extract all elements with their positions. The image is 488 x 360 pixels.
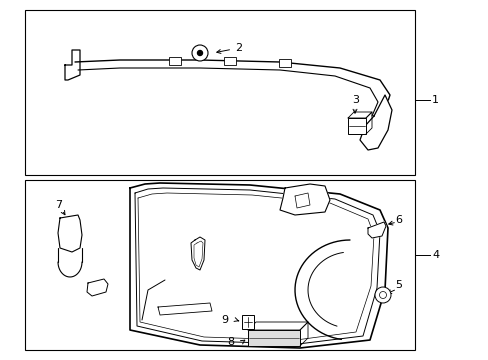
Circle shape bbox=[374, 287, 390, 303]
Text: 1: 1 bbox=[431, 95, 438, 105]
Polygon shape bbox=[58, 215, 82, 252]
Bar bbox=[169, 57, 181, 65]
Polygon shape bbox=[367, 222, 385, 238]
Text: 2: 2 bbox=[216, 43, 242, 53]
Text: 6: 6 bbox=[394, 215, 401, 225]
Bar bbox=[279, 59, 290, 67]
Text: 8: 8 bbox=[226, 337, 234, 347]
Text: 3: 3 bbox=[351, 95, 358, 105]
Bar bbox=[25, 180, 414, 350]
Bar bbox=[247, 330, 299, 346]
Polygon shape bbox=[359, 95, 391, 150]
Text: 7: 7 bbox=[55, 200, 62, 210]
Circle shape bbox=[379, 292, 386, 298]
Bar bbox=[224, 57, 236, 65]
Circle shape bbox=[192, 45, 207, 61]
Text: 4: 4 bbox=[431, 250, 438, 260]
Polygon shape bbox=[158, 303, 212, 315]
Text: 5: 5 bbox=[394, 280, 401, 290]
Polygon shape bbox=[87, 279, 108, 296]
Bar bbox=[347, 118, 365, 134]
Bar bbox=[242, 315, 253, 329]
Circle shape bbox=[197, 50, 202, 55]
Polygon shape bbox=[191, 237, 204, 270]
Bar bbox=[25, 10, 414, 175]
Polygon shape bbox=[65, 50, 80, 80]
Text: 9: 9 bbox=[221, 315, 227, 325]
Polygon shape bbox=[280, 184, 329, 215]
